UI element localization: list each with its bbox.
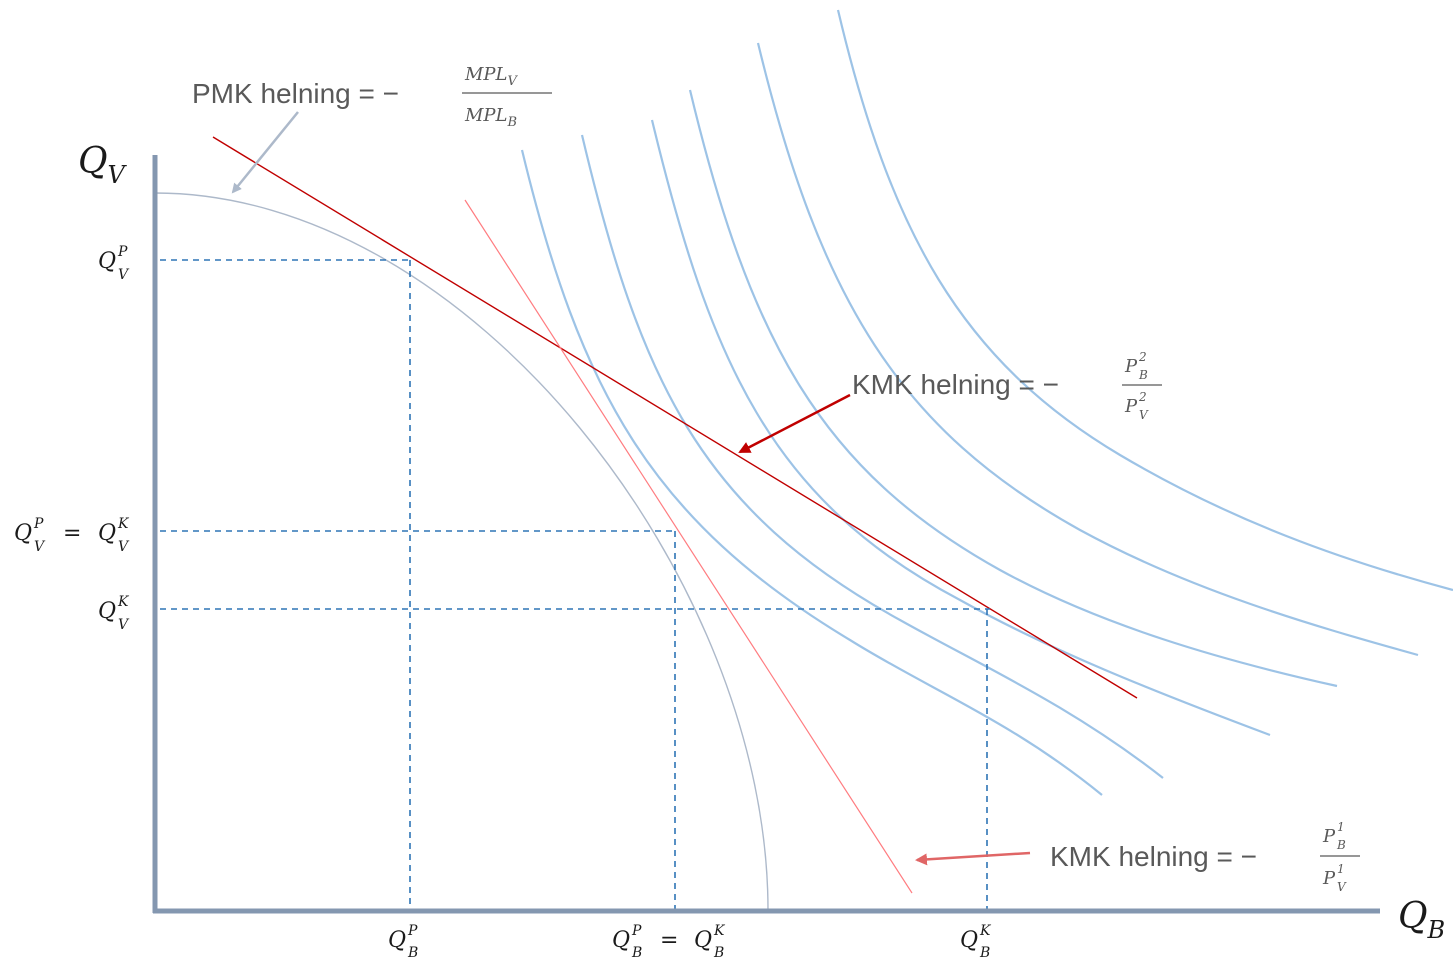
x-tick-qbp-eq-qbk: Q P B = Q K B bbox=[612, 923, 726, 960]
x-tick-qbp: Q P B bbox=[388, 923, 418, 960]
y-axis-label: QV bbox=[78, 141, 128, 189]
svg-text:1: 1 bbox=[1337, 862, 1345, 876]
indifference-curve-1 bbox=[520, 149, 1103, 796]
indifference-curves bbox=[520, 9, 1453, 796]
svg-text:1: 1 bbox=[1337, 820, 1345, 834]
x-tick-qbk: Q K B bbox=[960, 923, 992, 960]
indifference-curve-2 bbox=[580, 134, 1164, 779]
svg-text:MPLV: MPLV bbox=[464, 64, 519, 89]
indifference-curve-6 bbox=[836, 9, 1453, 592]
svg-text:B: B bbox=[979, 945, 990, 960]
y-tick-qvp-eq-qvk: Q P V = Q K V bbox=[14, 516, 130, 555]
svg-text:P: P bbox=[631, 923, 642, 939]
price-line-2 bbox=[212, 136, 1138, 699]
svg-text:K: K bbox=[117, 516, 130, 532]
svg-text:=: = bbox=[63, 521, 81, 546]
svg-text:V: V bbox=[1139, 408, 1149, 422]
indifference-curve-3 bbox=[650, 119, 1271, 737]
svg-text:KMK helning = −: KMK helning = − bbox=[1050, 841, 1257, 872]
indifference-curve-4 bbox=[688, 89, 1338, 688]
svg-text:V: V bbox=[34, 539, 46, 555]
svg-text:KMK helning = −: KMK helning = − bbox=[852, 369, 1059, 400]
svg-text:Q: Q bbox=[960, 928, 978, 953]
svg-text:V: V bbox=[118, 617, 130, 633]
svg-text:Q: Q bbox=[388, 928, 406, 953]
svg-text:Q: Q bbox=[694, 928, 712, 953]
svg-text:B: B bbox=[1138, 368, 1148, 382]
y-tick-qvk: Q K V bbox=[98, 594, 130, 633]
svg-text:Q: Q bbox=[98, 249, 116, 274]
svg-text:P: P bbox=[117, 244, 128, 260]
svg-text:P: P bbox=[1322, 826, 1336, 847]
svg-text:B: B bbox=[1336, 838, 1346, 852]
svg-text:P: P bbox=[33, 516, 44, 532]
kmk2-arrow bbox=[738, 393, 851, 454]
svg-text:P: P bbox=[1322, 868, 1336, 889]
svg-text:V: V bbox=[118, 539, 130, 555]
pmk-annotation: PMK helning = − MPLV MPLB bbox=[192, 64, 552, 194]
svg-text:K: K bbox=[713, 923, 726, 939]
svg-text:V: V bbox=[118, 267, 130, 283]
svg-text:Q: Q bbox=[98, 599, 116, 624]
svg-text:P: P bbox=[1124, 356, 1138, 377]
kmk2-annotation: KMK helning = − P 2 B P 2 V bbox=[738, 350, 1162, 454]
guide-lines bbox=[160, 259, 990, 910]
svg-text:Q: Q bbox=[98, 521, 116, 546]
svg-text:K: K bbox=[979, 923, 992, 939]
indifference-curve-5 bbox=[756, 42, 1419, 657]
svg-text:B: B bbox=[407, 945, 418, 960]
svg-text:=: = bbox=[660, 928, 678, 953]
svg-text:P: P bbox=[407, 923, 418, 939]
svg-text:B: B bbox=[631, 945, 642, 960]
svg-text:PMK helning = −: PMK helning = − bbox=[192, 78, 399, 109]
ppf-curve bbox=[154, 192, 769, 911]
svg-text:B: B bbox=[713, 945, 724, 960]
svg-text:Q: Q bbox=[14, 521, 32, 546]
kmk1-arrow bbox=[915, 851, 1031, 866]
pmk-arrow bbox=[231, 111, 299, 194]
svg-text:Q: Q bbox=[612, 928, 630, 953]
svg-text:K: K bbox=[117, 594, 130, 610]
price-line-1 bbox=[464, 199, 913, 894]
svg-text:V: V bbox=[1337, 880, 1347, 894]
y-tick-qvp: Q P V bbox=[98, 244, 130, 283]
kmk1-annotation: KMK helning = − P 1 B P 1 V bbox=[915, 820, 1360, 894]
svg-text:P: P bbox=[1124, 396, 1138, 417]
svg-text:2: 2 bbox=[1138, 350, 1147, 364]
x-axis-label: QB bbox=[1398, 896, 1445, 944]
svg-text:2: 2 bbox=[1138, 390, 1147, 404]
svg-text:MPLB: MPLB bbox=[464, 105, 517, 130]
